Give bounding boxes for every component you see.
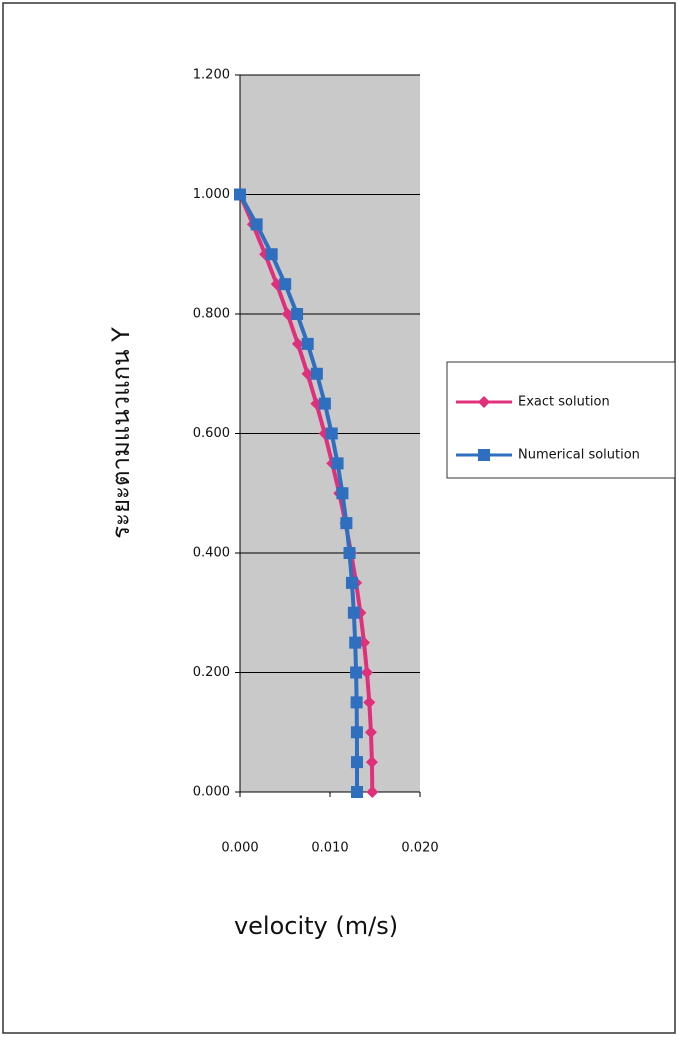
point	[266, 248, 278, 260]
y-tick-label: 0.800	[193, 307, 230, 322]
y-tick-label: 0.600	[193, 426, 230, 441]
point	[234, 189, 246, 201]
point	[279, 278, 291, 290]
y-tick-label: 1.000	[193, 187, 230, 202]
point	[302, 338, 314, 350]
point	[348, 607, 360, 619]
legend-marker	[478, 449, 490, 461]
point	[351, 756, 363, 768]
point	[344, 547, 356, 559]
point	[326, 428, 338, 440]
point	[351, 726, 363, 738]
x-tick-label: 0.000	[221, 841, 258, 856]
point	[351, 786, 363, 798]
point	[346, 577, 358, 589]
y-tick-label: 0.000	[193, 785, 230, 800]
point	[336, 487, 348, 499]
point	[340, 517, 352, 529]
y-tick-label: 1.200	[193, 68, 230, 83]
y-tick-label: 0.400	[193, 546, 230, 561]
point	[251, 218, 263, 230]
x-axis-title: velocity (m/s)	[234, 912, 398, 940]
point	[311, 368, 323, 380]
x-tick-label: 0.020	[401, 841, 438, 856]
point	[349, 637, 361, 649]
y-tick-label: 0.200	[193, 665, 230, 680]
point	[350, 667, 362, 679]
point	[332, 457, 344, 469]
chart: velocity (m/s) ระยะตามแนวแกน Y 0.000 0.20…	[0, 0, 679, 1037]
point	[291, 308, 303, 320]
point	[319, 398, 331, 410]
x-tick-label: 0.010	[311, 841, 348, 856]
legend-label: Exact solution	[518, 395, 610, 410]
y-axis-title: ระยะตามแนวแกน Y	[107, 327, 135, 539]
point	[351, 696, 363, 708]
legend-label: Numerical solution	[518, 448, 640, 463]
